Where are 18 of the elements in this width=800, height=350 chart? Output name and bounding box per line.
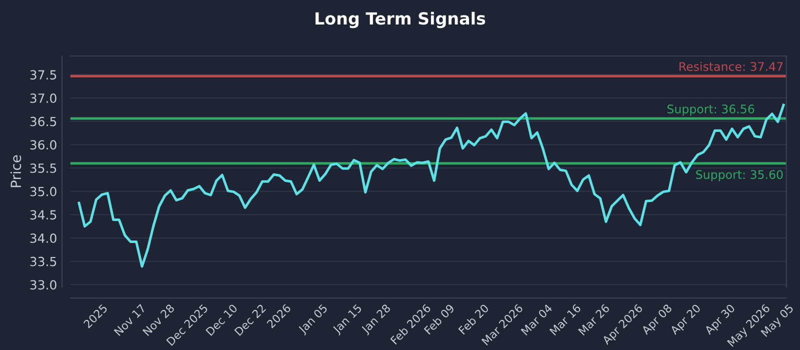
y-tick-label: 34.5 bbox=[30, 210, 56, 220]
y-tick-label: 34.0 bbox=[30, 233, 56, 243]
y-axis-title: Price bbox=[10, 155, 22, 188]
y-tick-label: 35.0 bbox=[30, 186, 56, 196]
y-tick-label: 36.5 bbox=[30, 116, 56, 126]
y-tick-label: 37.5 bbox=[30, 70, 56, 80]
y-tick-label: 35.5 bbox=[30, 163, 56, 173]
chart-title: Long Term Signals bbox=[316, 12, 486, 28]
y-tick-label: 33.0 bbox=[30, 280, 56, 290]
ref-line-label: Resistance: 37.47 bbox=[680, 62, 783, 71]
x-tick-label: Feb 20 bbox=[458, 303, 490, 335]
ref-line-label: Support: 36.56 bbox=[667, 104, 754, 116]
ref-line-label: Support: 35.60 bbox=[696, 170, 783, 182]
line-series bbox=[78, 104, 785, 268]
y-tick-label: 33.5 bbox=[30, 256, 56, 266]
y-tick-label: 36.0 bbox=[30, 140, 56, 150]
y-tick-label: 37.0 bbox=[30, 93, 56, 103]
x-tick-label: Jan 05 bbox=[297, 304, 330, 336]
